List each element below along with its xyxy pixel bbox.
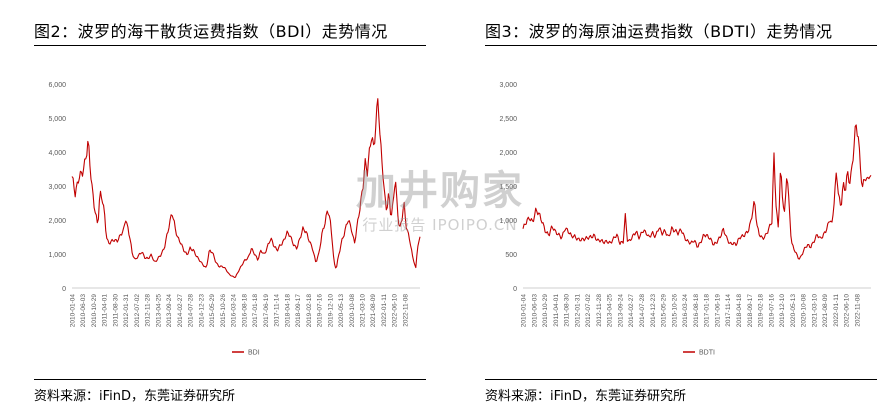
y-tick-label: 0	[62, 286, 66, 293]
y-tick-label: 2,500	[499, 116, 517, 123]
x-tick-label: 2018-04-18	[284, 294, 291, 328]
x-tick-label: 2019-12-10	[327, 294, 334, 328]
x-tick-label: 2016-03-24	[682, 294, 689, 328]
x-tick-label: 2020-05-13	[790, 294, 797, 328]
y-tick-label: 0	[513, 286, 517, 293]
x-tick-label: 2017-11-14	[725, 294, 732, 327]
y-tick-label: 6,000	[48, 82, 66, 89]
x-tick-label: 2014-02-27	[628, 294, 635, 328]
x-tick-label: 2020-05-13	[338, 294, 345, 328]
x-tick-label: 2012-11-28	[145, 294, 152, 327]
x-tick-label: 2019-12-10	[779, 294, 786, 328]
x-tick-label: 2017-11-14	[274, 294, 281, 327]
figure-title: 图3：波罗的海原油运费指数（BDTI）走势情况	[485, 22, 833, 41]
x-tick-label: 2010-10-29	[542, 294, 549, 328]
x-tick-label: 2022-11-08	[854, 294, 861, 327]
bdi-line-chart: 0 1,000 2,000 3,000 4,000 5,000 6,000 2010-01-0…	[48, 82, 421, 357]
y-tick-label: 4,000	[48, 150, 66, 157]
y-tick-label: 2,000	[499, 150, 517, 157]
series-line-bdi	[71, 98, 421, 279]
y-tick-label: 1,500	[499, 184, 517, 191]
x-tick-label: 2012-01-31	[123, 294, 130, 328]
y-tick-label: 3,000	[499, 82, 517, 89]
x-tick-label: 2017-01-18	[704, 294, 711, 328]
figure-title: 图2：波罗的海干散货运费指数（BDI）走势情况	[34, 22, 388, 41]
x-tick-label: 2021-08-09	[822, 294, 829, 328]
x-tick-label: 2021-08-09	[370, 294, 377, 328]
x-tick-label: 2018-04-18	[736, 294, 743, 328]
series-line-bdti	[522, 124, 872, 260]
x-tick-label: 2017-01-18	[252, 294, 259, 328]
x-tick-label: 2014-07-28	[639, 294, 646, 328]
x-tick-label: 2022-06-10	[844, 294, 851, 328]
bottom-rule	[34, 379, 426, 380]
x-tick-label: 2011-04-01	[553, 294, 560, 327]
x-tick-label: 2014-12-23	[650, 294, 657, 328]
chart-panel-bdti: 图3：波罗的海原油运费指数（BDTI）走势情况 0 500 1,000 1,500 2,…	[453, 0, 879, 419]
x-tick-label: 2013-04-25	[607, 294, 614, 328]
x-tick-label: 2022-01-11	[833, 294, 840, 327]
top-rule	[34, 45, 426, 46]
x-tick-label: 2022-11-08	[402, 294, 409, 327]
x-tick-label: 2021-03-10	[811, 294, 818, 328]
x-tick-label: 2015-05-29	[209, 294, 216, 328]
x-tick-label: 2012-01-31	[574, 294, 581, 328]
y-tick-label: 1,000	[499, 218, 517, 225]
x-tick-label: 2015-05-29	[661, 294, 668, 328]
x-tick-label: 2010-06-03	[80, 294, 87, 328]
x-tick-label: 2012-07-02	[134, 294, 141, 328]
x-tick-label: 2013-09-24	[617, 294, 624, 328]
x-tick-label: 2020-10-08	[801, 294, 808, 328]
figure-source: 资料来源：iFinD，东莞证券研究所	[34, 389, 236, 404]
x-tick-label: 2010-10-29	[91, 294, 98, 328]
y-tick-label: 3,000	[48, 184, 66, 191]
x-tick-label: 2016-08-18	[241, 294, 248, 328]
x-tick-label: 2018-09-17	[295, 294, 302, 328]
x-tick-label: 2022-06-10	[392, 294, 399, 328]
x-tick-label: 2020-10-08	[349, 294, 356, 328]
x-tick-label: 2021-03-10	[360, 294, 367, 328]
x-tick-label: 2019-02-18	[758, 294, 765, 328]
x-tick-label: 2015-10-26	[220, 294, 227, 328]
x-tick-label: 2014-07-28	[188, 294, 195, 328]
x-tick-label: 2018-09-17	[747, 294, 754, 328]
x-tick-label: 2014-12-23	[198, 294, 205, 328]
x-tick-label: 2012-11-28	[596, 294, 603, 327]
x-tick-label: 2016-08-18	[693, 294, 700, 328]
figure-source: 资料来源：iFinD，东莞证券研究所	[485, 389, 687, 404]
x-tick-label: 2011-08-30	[564, 294, 571, 327]
bottom-rule	[485, 379, 877, 380]
x-tick-label: 2011-04-01	[102, 294, 109, 327]
y-tick-label: 5,000	[48, 116, 66, 123]
legend-label: BDTI	[699, 350, 715, 357]
x-tick-label: 2014-02-27	[177, 294, 184, 328]
x-tick-label: 2017-06-19	[714, 294, 721, 328]
x-tick-label: 2022-01-11	[381, 294, 388, 327]
x-tick-label: 2015-10-26	[671, 294, 678, 328]
x-tick-label: 2019-07-16	[768, 294, 775, 328]
y-tick-label: 1,000	[48, 252, 66, 259]
x-tick-label: 2011-08-30	[112, 294, 119, 327]
x-tick-label: 2013-04-25	[155, 294, 162, 328]
x-tick-label: 2010-01-04	[70, 294, 77, 328]
legend-label: BDI	[248, 350, 260, 357]
x-tick-label: 2010-01-04	[521, 294, 528, 328]
chart-panel-bdi: 图2：波罗的海干散货运费指数（BDI）走势情况 0 1,000 2,000 3,000…	[2, 0, 430, 419]
x-tick-label: 2013-09-24	[166, 294, 173, 328]
x-tick-label: 2017-06-19	[263, 294, 270, 328]
y-tick-label: 500	[505, 252, 517, 259]
x-tick-label: 2012-07-02	[585, 294, 592, 328]
top-rule	[485, 45, 877, 46]
x-tick-label: 2019-02-18	[306, 294, 313, 328]
x-tick-label: 2019-07-16	[317, 294, 324, 328]
x-tick-label: 2016-03-24	[231, 294, 238, 328]
x-tick-label: 2010-06-03	[531, 294, 538, 328]
y-tick-label: 2,000	[48, 218, 66, 225]
